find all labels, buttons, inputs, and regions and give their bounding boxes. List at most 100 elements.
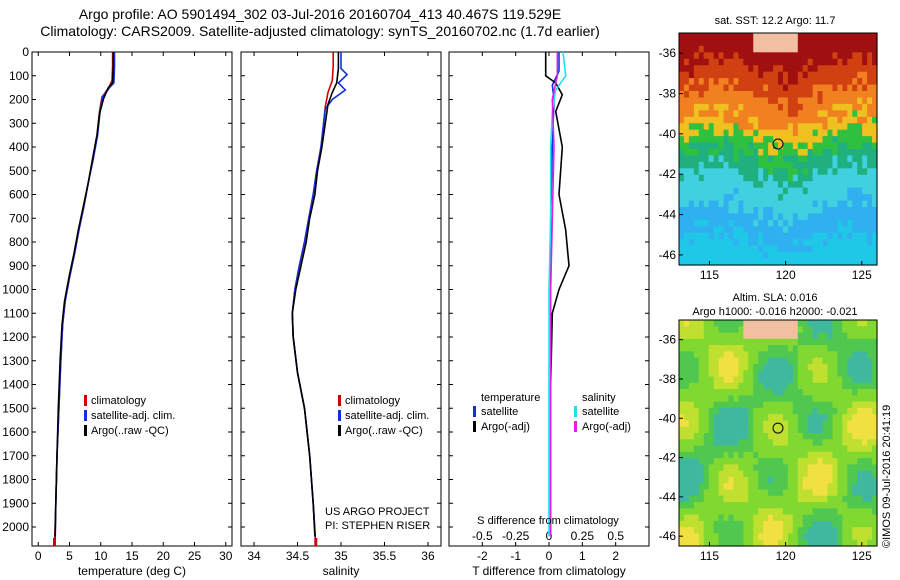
map-cell bbox=[693, 351, 700, 359]
map-cell bbox=[723, 239, 730, 247]
map-cell bbox=[807, 136, 814, 144]
map-cell bbox=[817, 110, 824, 118]
map-cell bbox=[733, 168, 739, 176]
map-cell bbox=[792, 420, 799, 428]
map-cell bbox=[862, 401, 868, 409]
map-cell bbox=[847, 338, 853, 346]
map-cell bbox=[698, 103, 705, 111]
map-cell bbox=[753, 445, 759, 453]
map-cell bbox=[723, 181, 730, 189]
map-cell bbox=[738, 91, 744, 99]
map-cell bbox=[718, 245, 725, 253]
map-cell bbox=[723, 326, 730, 334]
map-cell bbox=[862, 476, 868, 484]
map-cell bbox=[797, 470, 804, 478]
map-cell bbox=[698, 326, 705, 334]
map-cell bbox=[812, 439, 819, 447]
map-cell bbox=[847, 363, 853, 371]
map-cell bbox=[832, 174, 838, 182]
map-cell bbox=[728, 520, 735, 528]
map-cell bbox=[852, 445, 858, 453]
map-cell bbox=[847, 232, 853, 240]
map-cell bbox=[847, 520, 853, 528]
map-cell bbox=[857, 97, 863, 105]
map-cell bbox=[688, 97, 695, 105]
map-cell bbox=[679, 332, 685, 340]
map-cell bbox=[852, 458, 858, 465]
map-cell bbox=[857, 142, 863, 150]
legend-label: Argo(..raw -QC) bbox=[91, 425, 169, 437]
legend-swatch-satellite bbox=[338, 410, 341, 421]
map-cell bbox=[837, 129, 843, 137]
map-cell bbox=[679, 376, 685, 384]
map-cell bbox=[862, 483, 868, 491]
map-cell bbox=[743, 58, 749, 66]
map-cell bbox=[837, 149, 843, 157]
map-cell bbox=[773, 45, 779, 53]
map-cell bbox=[872, 142, 878, 150]
map-cell bbox=[857, 116, 863, 124]
series-line bbox=[291, 52, 349, 547]
map-cell bbox=[778, 389, 784, 396]
map-cell bbox=[693, 345, 700, 352]
map-cell bbox=[797, 338, 804, 346]
map-cell bbox=[748, 395, 754, 403]
map-cell bbox=[857, 226, 863, 234]
map-cell bbox=[693, 389, 700, 396]
map-cell bbox=[837, 194, 843, 202]
map-cell bbox=[827, 45, 834, 53]
map-cell bbox=[723, 363, 730, 371]
map-cell bbox=[862, 155, 868, 163]
map-cell bbox=[822, 84, 829, 92]
map-cell bbox=[703, 489, 710, 497]
map-cell bbox=[867, 458, 873, 465]
map-cell bbox=[792, 520, 799, 528]
map-cell bbox=[703, 338, 710, 346]
map-cell bbox=[792, 539, 799, 547]
map-cell bbox=[693, 476, 700, 484]
map-cell bbox=[713, 232, 720, 240]
map-cell bbox=[679, 495, 685, 503]
map-cell bbox=[842, 483, 848, 491]
map-cell bbox=[792, 363, 799, 371]
map-cell bbox=[703, 345, 710, 352]
map-cell bbox=[758, 252, 764, 260]
map-cell bbox=[743, 52, 749, 60]
map-cell bbox=[778, 407, 784, 415]
map-cell bbox=[837, 258, 843, 266]
map-cell bbox=[718, 338, 725, 346]
map-cell bbox=[718, 45, 725, 53]
map-cell bbox=[862, 84, 868, 92]
map-cell bbox=[792, 489, 799, 497]
map-cell bbox=[703, 71, 710, 79]
map-cell bbox=[817, 326, 824, 334]
map-cell bbox=[758, 110, 764, 118]
map-cell bbox=[802, 65, 809, 73]
map-cell bbox=[822, 338, 829, 346]
map-cell bbox=[782, 97, 789, 105]
map-cell bbox=[802, 363, 809, 371]
map-cell bbox=[857, 445, 863, 453]
map-cell bbox=[817, 338, 824, 346]
map-cell bbox=[773, 245, 779, 253]
map-cell bbox=[827, 351, 834, 359]
map-cell bbox=[862, 71, 868, 79]
map-cell bbox=[827, 445, 834, 453]
map-cell bbox=[787, 252, 794, 260]
map-cell bbox=[787, 71, 794, 79]
map-cell bbox=[802, 401, 809, 409]
map-cell bbox=[872, 200, 878, 208]
map-cell bbox=[842, 142, 848, 150]
map-cell bbox=[688, 363, 695, 371]
map-cell bbox=[703, 110, 710, 118]
map-cell bbox=[797, 458, 804, 465]
map-cell bbox=[748, 539, 754, 547]
map-cell bbox=[679, 539, 685, 547]
map-cell bbox=[787, 181, 794, 189]
map-cell bbox=[787, 376, 794, 384]
map-cell bbox=[847, 52, 853, 60]
map-cell bbox=[698, 168, 705, 176]
map-cell bbox=[768, 483, 774, 491]
map-cell bbox=[738, 71, 744, 79]
map-cell bbox=[728, 187, 735, 195]
